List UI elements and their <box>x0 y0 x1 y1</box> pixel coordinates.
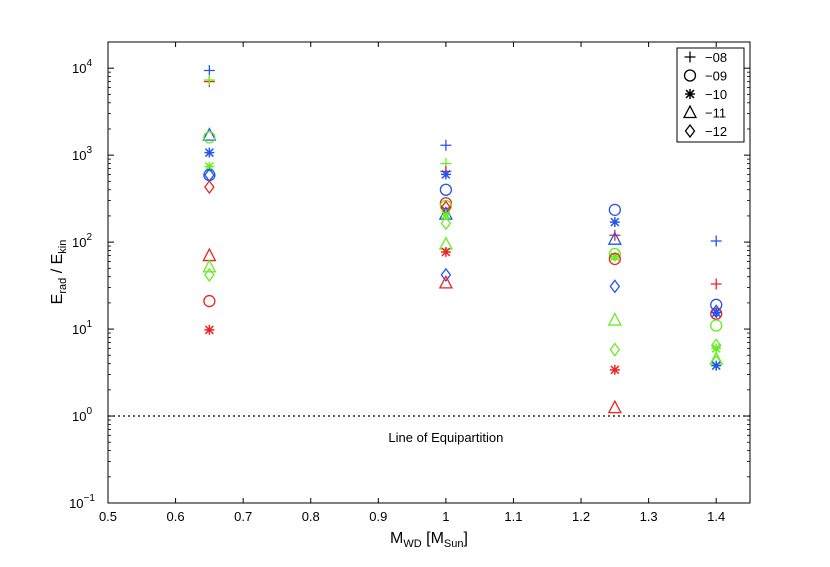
y-tick-label: 100 <box>72 406 92 424</box>
y-tick-label: 103 <box>72 145 92 163</box>
x-tick-label: 0.9 <box>369 509 387 524</box>
data-point-circle-blue <box>608 203 621 216</box>
x-tick-label: 1.4 <box>707 509 725 524</box>
data-point-star-red <box>609 364 620 375</box>
data-point-star-blue <box>609 217 620 228</box>
x-tick-label: 1.2 <box>572 509 590 524</box>
data-point-diamond-blue <box>440 267 452 282</box>
data-point-circle-red <box>203 294 216 308</box>
data-point-diamond-green <box>609 342 621 357</box>
data-point-triangle-red <box>438 274 453 289</box>
y-tick-exponent: 3 <box>86 145 92 156</box>
legend: −08 −09 −10 −11 −12 <box>676 47 745 143</box>
data-point-star-red <box>440 247 451 257</box>
legend-label: −10 <box>705 87 727 102</box>
data-point-star-green <box>204 161 215 172</box>
equipartition-label: Line of Equipartition <box>388 430 503 445</box>
x-tick-label: 1.3 <box>640 509 658 524</box>
data-point-circle-red <box>608 252 621 266</box>
data-point-star-blue <box>204 147 215 158</box>
y-tick-exponent: 1 <box>86 319 92 330</box>
data-point-star-green <box>711 343 722 354</box>
legend-label: −11 <box>705 106 726 121</box>
legend-label: −08 <box>705 50 727 65</box>
x-axis-ticks: 0.5 0.6 0.7 0.8 0.9 1 1.1 1.2 1.3 1.4 <box>99 42 725 524</box>
y-tick-label: 10−1 <box>69 493 95 511</box>
data-points <box>202 65 724 414</box>
y-tick-label: 102 <box>72 232 92 250</box>
data-point-star-green <box>440 210 451 220</box>
data-point-triangle-blue <box>607 231 622 245</box>
legend-marker-diamond <box>684 123 696 139</box>
y-tick-label: 104 <box>72 58 92 76</box>
y-tick-base: 10 <box>72 235 86 250</box>
y-tick-base: 10 <box>72 322 86 337</box>
y-tick-exponent: 0 <box>86 406 92 417</box>
legend-marker-triangle <box>682 104 698 119</box>
x-tick-label: 1 <box>442 509 449 524</box>
x-tick-label: 1.1 <box>504 509 522 524</box>
data-point-triangle-blue <box>202 127 217 141</box>
legend-label: −09 <box>705 69 727 84</box>
data-point-plus-blue <box>710 235 722 247</box>
legend-marker-star <box>685 89 695 99</box>
x-tick-label: 0.8 <box>302 509 320 524</box>
x-tick-label: 0.7 <box>234 509 252 524</box>
y-tick-base: 10 <box>72 61 86 76</box>
legend-label: −12 <box>705 124 727 139</box>
x-tick-label: 0.5 <box>99 509 117 524</box>
data-point-circle-blue <box>439 183 453 196</box>
y-tick-exponent: 2 <box>86 232 92 243</box>
data-point-diamond-blue <box>609 279 621 294</box>
data-point-circle-green <box>710 319 723 332</box>
x-tick-label: 0.6 <box>167 509 185 524</box>
data-point-circle-green <box>203 131 216 144</box>
data-point-star-red <box>204 324 215 335</box>
data-point-star-blue <box>711 307 722 318</box>
data-point-plus-blue <box>440 139 452 151</box>
data-point-triangle-green <box>202 258 217 273</box>
data-point-star-blue <box>440 169 451 180</box>
data-point-diamond-red <box>204 179 215 195</box>
data-point-plus-blue <box>203 65 215 77</box>
data-point-plus-red <box>710 278 722 290</box>
y-axis-title: Erad / Ekin <box>49 240 69 305</box>
equipartition-line-group: Line of Equipartition <box>108 415 750 445</box>
data-point-star-green <box>609 251 620 262</box>
x-axis-title: MWD [MSun] <box>390 530 468 550</box>
data-point-diamond-green <box>204 267 215 282</box>
data-point-triangle-green <box>607 312 622 326</box>
legend-marker-circle <box>683 69 697 82</box>
legend-marker-plus <box>684 51 696 63</box>
plot-area <box>107 41 751 504</box>
data-point-plus-green <box>203 74 215 86</box>
data-point-diamond-green <box>440 216 452 231</box>
y-tick-base: 10 <box>72 148 86 163</box>
data-point-triangle-red <box>607 399 622 414</box>
legend-items: −08 −09 −10 −11 −12 <box>682 50 727 139</box>
y-tick-exponent: −1 <box>84 493 96 504</box>
y-tick-base: 10 <box>69 496 83 511</box>
data-point-star-blue <box>711 360 722 371</box>
y-tick-exponent: 4 <box>86 58 92 69</box>
y-tick-label: 101 <box>72 319 92 337</box>
y-tick-base: 10 <box>72 409 86 424</box>
